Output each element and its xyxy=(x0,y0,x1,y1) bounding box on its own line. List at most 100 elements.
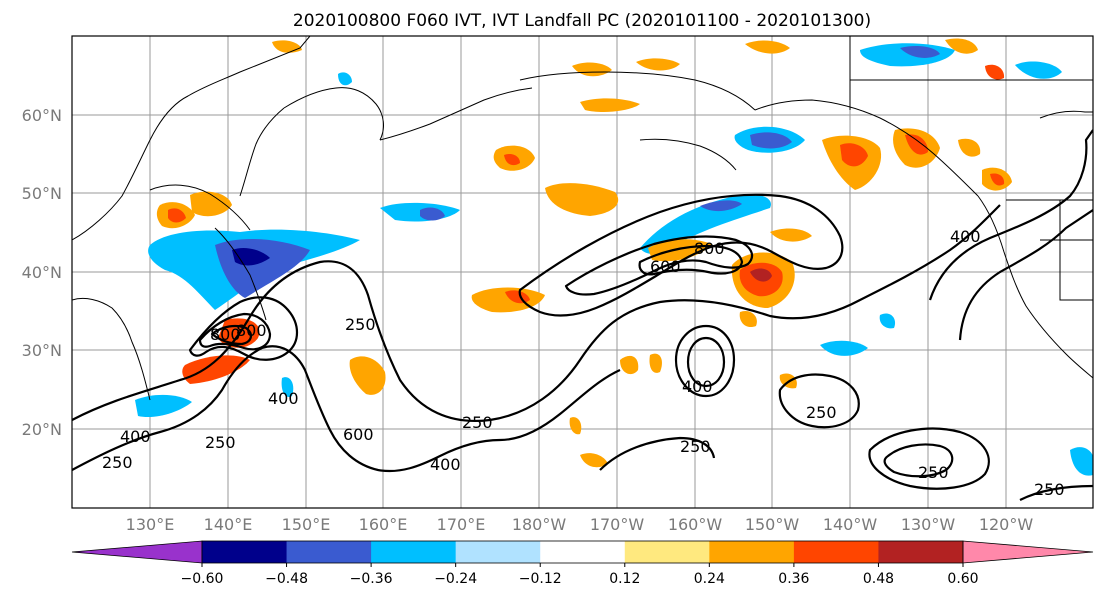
contour-label: 400 xyxy=(120,427,151,446)
shade-blob xyxy=(636,58,680,71)
colorbar-cell xyxy=(286,541,372,563)
shade-blob xyxy=(750,132,792,149)
shade-blob xyxy=(349,356,386,395)
shade-blob xyxy=(1015,61,1062,79)
contour-label: 250 xyxy=(345,315,376,334)
colorbar-tick-label: 0.24 xyxy=(694,571,725,587)
colorbar-cell xyxy=(878,541,964,563)
colorbar-tick-label: 0.12 xyxy=(609,571,640,587)
shade-blob xyxy=(190,191,232,217)
colorbar-cell xyxy=(202,541,288,563)
shade-blob xyxy=(182,355,250,384)
shade-blob xyxy=(879,313,896,329)
shade-blob xyxy=(620,355,639,375)
lon-label: 160°E xyxy=(359,515,408,534)
lon-label: 120°W xyxy=(979,515,1034,534)
contour-label: 250 xyxy=(918,463,949,482)
contour-label: 600 xyxy=(343,425,374,444)
shade-blob xyxy=(745,40,790,54)
colorbar-cell xyxy=(624,541,710,563)
colorbar-tick-label: −0.24 xyxy=(434,571,477,587)
shade-blob xyxy=(958,138,981,157)
colorbar-extend-high xyxy=(962,540,1094,564)
coastlines xyxy=(72,36,1093,401)
shade-blob xyxy=(420,207,445,221)
colorbar-tick-label: 0.60 xyxy=(947,571,978,587)
shade-blob xyxy=(649,353,662,373)
shade-blob xyxy=(945,38,978,54)
colorbar-cell xyxy=(455,541,541,563)
shade-blob xyxy=(580,453,608,468)
colorbar-tick-label: −0.60 xyxy=(181,571,224,587)
shade-blob xyxy=(569,417,582,435)
map-frame xyxy=(71,35,1094,509)
contour-label: 400 xyxy=(430,455,461,474)
shade-blob xyxy=(840,143,868,167)
lat-label: 20°N xyxy=(22,420,62,439)
shade-blob xyxy=(168,208,186,223)
shade-blob xyxy=(905,134,928,155)
colorbar-tick-label: 0.36 xyxy=(778,571,809,587)
lon-label: 130°E xyxy=(126,515,175,534)
colorbar-tick-label: −0.12 xyxy=(519,571,562,587)
lat-label: 60°N xyxy=(22,106,62,125)
latitude-labels: 20°N 30°N 40°N 50°N 60°N xyxy=(22,106,62,439)
shade-blob xyxy=(700,200,742,212)
lat-label: 30°N xyxy=(22,341,62,360)
lon-label: 130°W xyxy=(901,515,956,534)
contour-label: 250 xyxy=(806,403,837,422)
ivt-contours xyxy=(72,129,1093,501)
colorbar-cell xyxy=(793,541,879,563)
shade-blob xyxy=(135,394,192,418)
colorbar-cell xyxy=(709,541,795,563)
shade-blob xyxy=(648,239,712,262)
colorbar-tick-label: −0.48 xyxy=(265,571,308,587)
shade-blob xyxy=(1070,447,1093,476)
colorbar: −0.60 −0.48 −0.36 −0.24 −0.12 0.12 0.24 0.36 0.4… xyxy=(71,540,1094,587)
shade-blob xyxy=(471,287,545,313)
lon-label: 140°W xyxy=(823,515,878,534)
lat-label: 50°N xyxy=(22,184,62,203)
contour-label: 800 xyxy=(694,239,725,258)
shade-blob xyxy=(338,72,352,86)
shade-blob xyxy=(990,173,1005,186)
lon-label: 170°E xyxy=(437,515,486,534)
contour-label: 400 xyxy=(682,377,713,396)
lon-label: 180°W xyxy=(512,515,567,534)
contour-label: 250 xyxy=(205,433,236,452)
contour-label: 250 xyxy=(680,437,711,456)
contour-labels: 800 800 250 400 600 400 250 250 400 250 … xyxy=(102,227,1065,499)
contour-label: 400 xyxy=(268,389,299,408)
shade-blob xyxy=(739,310,757,328)
contour-label: 250 xyxy=(102,453,133,472)
figure-title: 2020100800 F060 IVT, IVT Landfall PC (20… xyxy=(293,11,871,31)
colorbar-cell xyxy=(371,541,457,563)
contour-label: 250 xyxy=(462,413,493,432)
lon-label: 160°W xyxy=(668,515,723,534)
contour-label: 800 xyxy=(210,325,241,344)
lon-label: 170°W xyxy=(590,515,645,534)
colorbar-frame xyxy=(201,540,964,564)
shade-blob xyxy=(820,340,868,356)
lon-label: 150°E xyxy=(282,515,331,534)
colorbar-extend-low xyxy=(71,540,203,564)
shade-blob xyxy=(281,377,294,398)
contour-label: 800 xyxy=(236,321,267,340)
lat-label: 40°N xyxy=(22,263,62,282)
colorbar-cell xyxy=(540,541,626,563)
shade-blob xyxy=(580,98,640,112)
contour-label: 400 xyxy=(950,227,981,246)
shade-blob xyxy=(750,268,772,282)
contour-label: 250 xyxy=(1034,480,1065,499)
colorbar-tick-label: −0.36 xyxy=(350,571,393,587)
colorbar-tick-label: 0.48 xyxy=(863,571,894,587)
lon-label: 140°E xyxy=(204,515,253,534)
shade-blob xyxy=(545,183,619,216)
shade-blob xyxy=(900,46,940,58)
lon-label: 150°W xyxy=(745,515,800,534)
longitude-labels: 130°E 140°E 150°E 160°E 170°E 180°W 170°… xyxy=(126,515,1034,534)
contour-label: 600 xyxy=(650,257,681,276)
shade-blob xyxy=(504,153,520,166)
map-panel: 800 800 250 400 600 400 250 250 400 250 … xyxy=(71,35,1094,509)
